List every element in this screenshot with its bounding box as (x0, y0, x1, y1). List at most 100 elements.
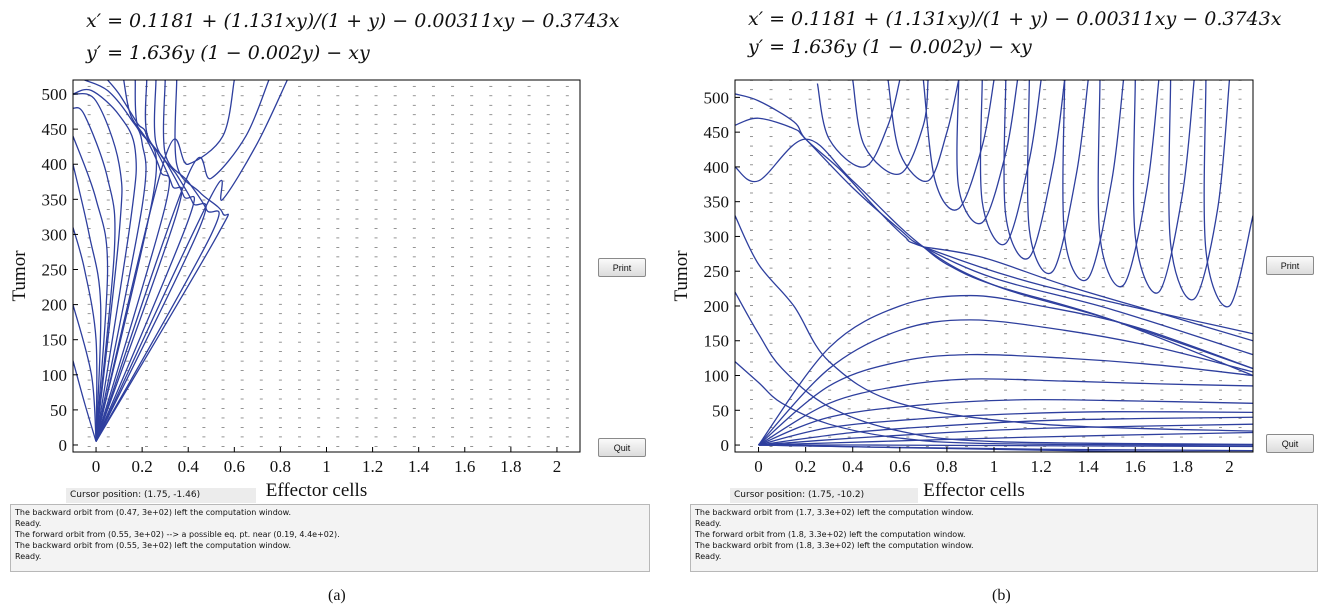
y-axis-title: Tumor (671, 250, 692, 302)
panel-b: x′ = 0.1181 + (1.131xy)/(1 + y) − 0.0031… (668, 0, 1318, 613)
equation-y: y′ = 1.636y (1 − 0.002y) − xy (86, 42, 370, 64)
y-tick-label: 0 (721, 436, 730, 455)
trajectory-line (73, 227, 98, 442)
x-tick-label: 0 (92, 457, 101, 476)
trajectories (735, 80, 1253, 452)
y-tick-label: 300 (42, 225, 68, 244)
x-tick-label: 1.4 (1078, 457, 1100, 476)
cursor-position: Cursor position: (1.75, -10.2) (730, 488, 918, 503)
log-line: Ready. (695, 552, 722, 561)
x-tick-label: 2 (553, 457, 562, 476)
y-tick-label: 400 (704, 158, 730, 177)
trajectory-line (73, 88, 137, 442)
trajectory-line (758, 423, 1253, 446)
trajectory-line (95, 80, 229, 442)
trajectory-line (95, 80, 220, 442)
y-tick-label: 150 (704, 332, 730, 351)
trajectory-line (735, 291, 1253, 446)
y-tick-label: 450 (704, 123, 730, 142)
trajectory-line (758, 294, 1253, 446)
x-tick-label: 1.6 (1125, 457, 1146, 476)
x-tick-label: 0.8 (270, 457, 291, 476)
x-tick-label: 0.2 (795, 457, 816, 476)
print-button[interactable]: Print (598, 258, 646, 277)
trajectory-line (922, 80, 995, 211)
trajectory-line (95, 80, 183, 442)
message-log[interactable]: The backward orbit from (0.47, 3e+02) le… (10, 504, 650, 572)
panel-caption: (b) (992, 587, 1011, 604)
panel-a: x′ = 0.1181 + (1.131xy)/(1 + y) − 0.0031… (0, 0, 650, 613)
cursor-label: Cursor position: (70, 490, 142, 500)
trajectory-line (95, 80, 288, 442)
trajectory-line (758, 378, 1253, 446)
y-tick-label: 450 (42, 120, 68, 139)
log-line: The backward orbit from (1.7, 3.3e+02) l… (695, 508, 974, 517)
x-tick-label: 0 (754, 457, 763, 476)
y-tick-label: 0 (59, 436, 68, 455)
trajectory-line (1026, 80, 1089, 275)
trajectory-line (735, 117, 1253, 356)
direction-field (87, 85, 569, 447)
y-tick-label: 350 (42, 190, 68, 209)
log-line: The backward orbit from (0.55, 3e+02) le… (15, 541, 292, 550)
y-tick-label: 500 (42, 85, 68, 104)
trajectory-line (73, 135, 109, 442)
trajectories (73, 80, 288, 442)
x-tick-label: 0.8 (936, 457, 957, 476)
trajectory-line (956, 80, 1019, 225)
x-tick-label: 1.2 (362, 457, 383, 476)
trajectory-line (84, 80, 147, 442)
cursor-value: (1.75, -1.46) (144, 490, 201, 500)
quit-button[interactable]: Quit (1266, 434, 1314, 453)
trajectory-line (1062, 80, 1125, 282)
trajectory-line (1097, 80, 1160, 288)
phase-plot-b[interactable]: 0 0.2 0.4 0.6 0.8 1 1.2 1.4 1.6 1.8 2 0 50 100 150 200 2… (668, 0, 1318, 613)
trajectory-line (922, 246, 1253, 377)
trajectory-line (758, 319, 1253, 446)
phase-plot-a[interactable]: 0 0.2 0.4 0.6 0.8 1 1.2 1.4 1.6 1.8 2 0 50 100 150 200 2… (0, 0, 650, 613)
log-line: The forward orbit from (1.8, 3.3e+02) le… (695, 530, 966, 539)
trajectory-line (95, 80, 270, 442)
trajectory-line (95, 80, 207, 442)
y-tick-label: 150 (42, 331, 68, 350)
message-log[interactable]: The backward orbit from (1.7, 3.3e+02) l… (690, 504, 1318, 572)
quit-button[interactable]: Quit (598, 438, 646, 457)
y-tick-label: 200 (42, 296, 68, 315)
y-tick-label: 500 (704, 88, 730, 107)
equation-x: x′ = 0.1181 + (1.131xy)/(1 + y) − 0.0031… (86, 10, 620, 32)
trajectory-line (816, 80, 901, 168)
log-line: The backward orbit from (1.8, 3.3e+02) l… (695, 541, 974, 550)
trajectory-line (73, 92, 123, 442)
trajectory-line (1132, 80, 1195, 294)
y-tick-label: 200 (704, 297, 730, 316)
x-axis-title: Effector cells (266, 480, 367, 501)
trajectory-line (73, 164, 102, 442)
trajectory-line (73, 304, 97, 442)
log-line: Ready. (15, 519, 42, 528)
log-line: The forward orbit from (0.55, 3e+02) -->… (15, 530, 340, 539)
cursor-position: Cursor position: (1.75, -1.46) (66, 488, 256, 503)
print-button[interactable]: Print (1266, 256, 1314, 275)
y-tick-label: 250 (704, 262, 730, 281)
trajectory-line (758, 410, 1253, 446)
x-tick-label: 0.2 (132, 457, 153, 476)
trajectory-line (1168, 80, 1231, 301)
panel-caption: (a) (328, 587, 346, 604)
trajectory-line (95, 80, 235, 442)
x-tick-label: 1.6 (454, 457, 475, 476)
x-tick-label: 1.4 (408, 457, 430, 476)
trajectory-line (758, 431, 1253, 446)
y-tick-label: 100 (704, 367, 730, 386)
trajectory-line (979, 80, 1042, 246)
trajectory-line (758, 416, 1253, 446)
trajectory-line (73, 360, 97, 442)
y-tick-label: 50 (712, 401, 729, 420)
trajectory-line (95, 80, 158, 442)
y-tick-label: 100 (42, 366, 68, 385)
x-tick-label: 1 (322, 457, 331, 476)
equation-y: y′ = 1.636y (1 − 0.002y) − xy (748, 36, 1032, 58)
x-tick-label: 0.4 (178, 457, 200, 476)
trajectory-line (758, 444, 1253, 448)
x-axis-title: Effector cells (923, 480, 1024, 501)
x-tick-label: 0.6 (224, 457, 245, 476)
